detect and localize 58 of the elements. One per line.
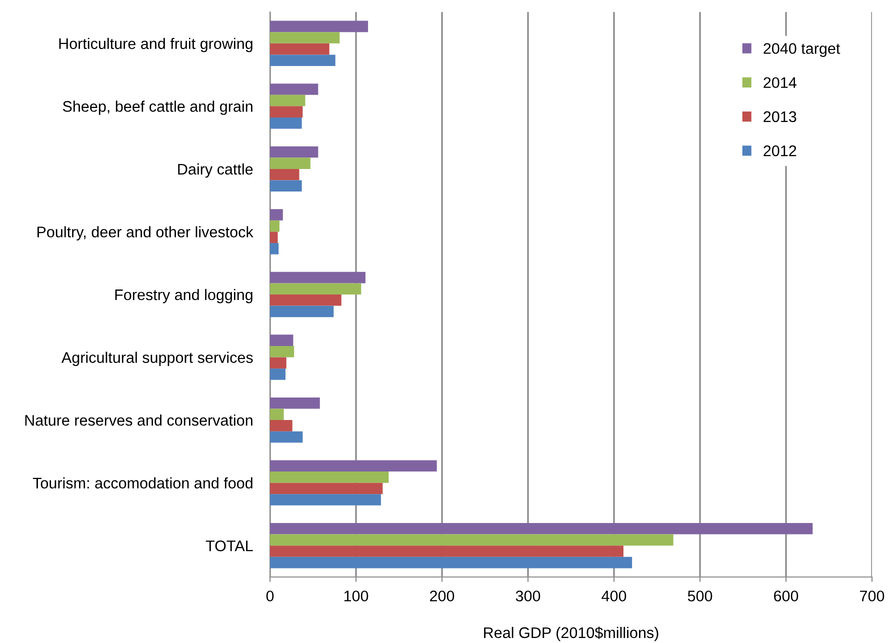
bar [270, 420, 292, 432]
bar [270, 357, 286, 369]
bar [270, 460, 437, 472]
bar [270, 494, 381, 506]
y-tick-label: TOTAL [206, 540, 253, 552]
legend-label: 2014 [764, 77, 796, 88]
bar [270, 180, 302, 192]
bar [270, 43, 330, 55]
bar [270, 556, 632, 568]
bar [270, 117, 302, 129]
bar [270, 306, 334, 318]
bar [270, 158, 310, 169]
bar [270, 220, 280, 232]
bar [270, 146, 318, 158]
y-tick-label: Horticulture and fruit growing [59, 38, 252, 52]
y-tick-label: Sheep, beef cattle and grain [62, 100, 252, 115]
x-tick-label: 300 [516, 590, 540, 602]
y-tick-label: Poultry, deer and other livestock [37, 226, 254, 240]
x-tick-label: 0 [266, 590, 274, 602]
x-tick-label: 500 [688, 590, 712, 602]
y-tick-label: Tourism: accomodation and food [32, 477, 252, 489]
x-tick-label: 400 [602, 590, 626, 602]
bar [270, 32, 340, 44]
y-tick-label: Forestry and logging [115, 288, 252, 304]
bar [270, 294, 342, 306]
bar [270, 54, 336, 66]
bar [270, 546, 624, 557]
bar [270, 431, 303, 443]
bar [270, 397, 320, 409]
bar [270, 84, 318, 95]
bar [270, 368, 286, 380]
bar [270, 408, 284, 420]
bar [270, 106, 303, 118]
x-tick-label: 600 [774, 590, 798, 602]
bar [270, 272, 366, 284]
bar [270, 209, 283, 220]
y-tick-label: Dairy cattle [178, 163, 253, 178]
x-tick-label: 100 [344, 590, 368, 602]
y-tick-label: Agricultural support services [61, 352, 253, 366]
bar [270, 283, 362, 294]
bar [270, 482, 383, 494]
bar [270, 534, 674, 546]
bar [270, 523, 813, 534]
bar [270, 243, 279, 254]
bar [270, 20, 368, 32]
bar [270, 94, 306, 106]
y-tick-label: Nature reserves and conservation [25, 414, 252, 426]
x-tick-label: 700 [860, 590, 884, 602]
x-tick-label: 200 [430, 590, 454, 602]
legend-label: 2040 target [764, 43, 840, 57]
bar [270, 334, 294, 346]
x-axis-title: Real GDP (2010$millions) [484, 626, 658, 642]
bar [270, 472, 389, 483]
bar [270, 168, 300, 180]
legend-label: 2012 [764, 145, 796, 156]
legend-label: 2013 [764, 111, 796, 122]
bar [270, 346, 294, 358]
bar [270, 232, 278, 244]
